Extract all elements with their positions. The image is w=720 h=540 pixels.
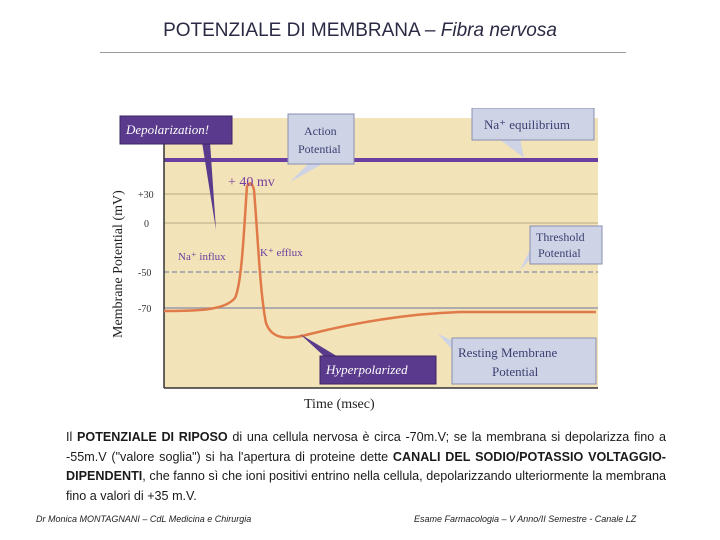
threshold-line1: Threshold <box>536 230 585 244</box>
slide-title: POTENZIALE DI MEMBRANA – Fibra nervosa <box>0 20 720 42</box>
y-tick-minus70: -70 <box>138 304 151 315</box>
title-subtitle: Fibra nervosa <box>440 20 557 41</box>
action-potential-curve <box>163 182 596 339</box>
na-equilibrium-callout: Na⁺ equilibrium <box>471 108 595 158</box>
footer-course: Esame Farmacologia – V Anno/II Semestre … <box>414 514 637 524</box>
y-tick-zero: 0 <box>144 219 149 230</box>
k-efflux-label: K⁺ efflux <box>260 247 303 259</box>
action-potential-callout: Action Potential <box>287 113 355 182</box>
resting-line1: Resting Membrane <box>458 345 558 360</box>
hyperpolarized-label: Hyperpolarized <box>325 362 408 377</box>
depolarization-label: Depolarization! <box>125 122 209 137</box>
y-axis-label: Membrane Potential (mV) <box>111 190 126 338</box>
title-separator: – <box>419 20 441 41</box>
action-potential-diagram: +30 0 -50 -70 Membrane Potential (mV) Ti… <box>111 108 603 412</box>
hyperpolarized-callout: Hyperpolarized <box>300 334 437 385</box>
threshold-line2: Potential <box>538 246 581 260</box>
description-paragraph: Il POTENZIALE DI RIPOSO di una cellula n… <box>66 428 666 506</box>
body-text-2: di una cellula nervosa è circa -70m.V; s… <box>66 430 667 464</box>
resting-line2: Potential <box>492 364 539 379</box>
body-bold-2: CANALI DEL SODIO/POTASSIO VOLTAGGIO-DIPE… <box>66 449 666 484</box>
title-main: POTENZIALE DI MEMBRANA <box>163 20 420 41</box>
peak-label: + 40 mv <box>228 175 275 190</box>
threshold-callout: Threshold Potential <box>520 225 603 270</box>
y-tick-minus50: -50 <box>138 268 151 279</box>
y-tick-plus30: +30 <box>138 190 154 201</box>
action-potential-line2: Potential <box>298 142 341 156</box>
body-text-3: , che fanno sì che ioni positivi entrino… <box>66 469 666 503</box>
body-bold-1: POTENZIALE DI RIPOSO <box>77 430 228 444</box>
footer-author: Dr Monica MONTAGNANI – CdL Medicina e Ch… <box>36 514 252 524</box>
action-potential-line1: Action <box>304 124 337 138</box>
title-divider <box>100 52 626 53</box>
body-text-1: Il <box>66 430 77 444</box>
resting-potential-callout: Resting Membrane Potential <box>438 334 597 385</box>
na-influx-label: Na⁺ influx <box>178 251 226 263</box>
x-axis-label: Time (msec) <box>304 397 375 412</box>
na-equilibrium-label: Na⁺ equilibrium <box>484 117 570 132</box>
depolarization-callout: Depolarization! <box>119 115 233 230</box>
